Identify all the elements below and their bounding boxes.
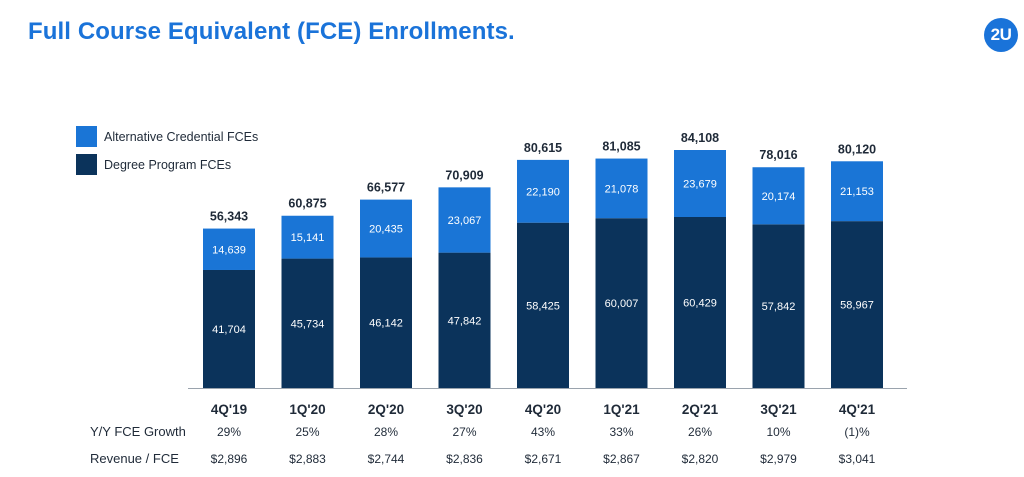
table-cell: 27% [452,425,477,439]
bar-total-label: 84,108 [681,131,719,145]
table-cell: $2,671 [524,452,562,466]
bar-total-label: 56,343 [210,210,248,224]
bar-value-label: 57,842 [762,301,796,313]
bar-value-label: 58,967 [840,300,874,312]
bar-total-label: 78,016 [759,148,797,162]
bar-segment [752,224,805,388]
x-tick-label: 3Q'21 [760,402,797,417]
x-tick-label: 2Q'21 [682,402,719,417]
table-cell: $2,896 [210,452,248,466]
bar-value-label: 45,734 [291,318,325,330]
legend-swatch [76,126,97,147]
table-row-label: Revenue / FCE [90,451,179,466]
legend-swatch [76,154,97,175]
table-cell: $2,836 [446,452,483,466]
table-cell: $2,979 [760,452,797,466]
bar-value-label: 20,435 [369,224,403,236]
bar-segment [203,269,255,388]
bar-segment [831,221,883,388]
x-tick-label: 3Q'20 [446,402,482,417]
bar-value-label: 23,679 [683,179,717,191]
table-cell: 43% [530,425,556,439]
bar-segment [831,161,883,222]
bar-segment [360,199,412,258]
x-tick-label: 4Q'21 [839,402,876,417]
bar-value-label: 21,153 [840,186,874,198]
bar-value-label: 41,704 [212,324,246,336]
bar-total-label: 60,875 [288,197,326,211]
bar-value-label: 23,067 [448,215,482,227]
bar-total-label: 81,085 [602,140,640,154]
x-tick-label: 2Q'20 [368,402,404,417]
x-tick-label: 1Q'21 [603,402,640,417]
bar-value-label: 46,142 [369,318,403,330]
bar-segment [203,228,255,270]
table-cell: 33% [609,425,634,439]
bar-value-label: 15,141 [291,232,325,244]
bar-segment [595,158,648,219]
x-tick-label: 4Q'19 [211,402,247,417]
bar-segment [517,222,569,388]
table-cell: $3,041 [838,452,876,466]
bar-segment [438,187,491,253]
bar-total-label: 80,120 [838,142,876,156]
bar-segment [674,150,726,218]
bar-total-label: 70,909 [445,168,483,182]
bar-segment [360,257,412,388]
bar-value-label: 58,425 [526,300,560,312]
table-cell: $2,820 [681,452,719,466]
bar-segment [517,159,569,223]
table-cell: (1)% [844,425,870,439]
bar-segment [281,215,334,259]
table-cell: 25% [295,425,320,439]
bar-value-label: 60,007 [605,298,639,310]
bar-total-label: 66,577 [367,181,405,195]
table-cell: $2,744 [367,452,405,466]
legend-label: Degree Program FCEs [104,158,231,172]
bar-value-label: 47,842 [448,315,482,327]
page-title: Full Course Equivalent (FCE) Enrollments… [28,18,515,45]
table-cell: 28% [373,425,399,439]
brand-logo: 2U [984,18,1018,52]
bar-segment [281,258,334,388]
bar-total-label: 80,615 [524,141,562,155]
bar-value-label: 60,429 [683,298,717,310]
bar-segment [595,218,648,388]
bar-segment [752,167,805,225]
bar-segment [674,217,726,388]
bar-value-label: 22,190 [526,186,560,198]
table-cell: $2,883 [289,452,326,466]
bar-segment [438,252,491,388]
legend-label: Alternative Credential FCEs [104,130,258,144]
table-cell: 10% [766,425,791,439]
table-cell: 26% [687,425,713,439]
table-cell: $2,867 [603,452,640,466]
x-tick-label: 4Q'20 [525,402,561,417]
table-cell: 29% [216,425,242,439]
table-row-label: Y/Y FCE Growth [90,424,186,439]
x-tick-label: 1Q'20 [289,402,325,417]
bar-value-label: 14,639 [212,244,246,256]
bar-value-label: 20,174 [762,191,796,203]
bar-value-label: 21,078 [605,183,639,195]
